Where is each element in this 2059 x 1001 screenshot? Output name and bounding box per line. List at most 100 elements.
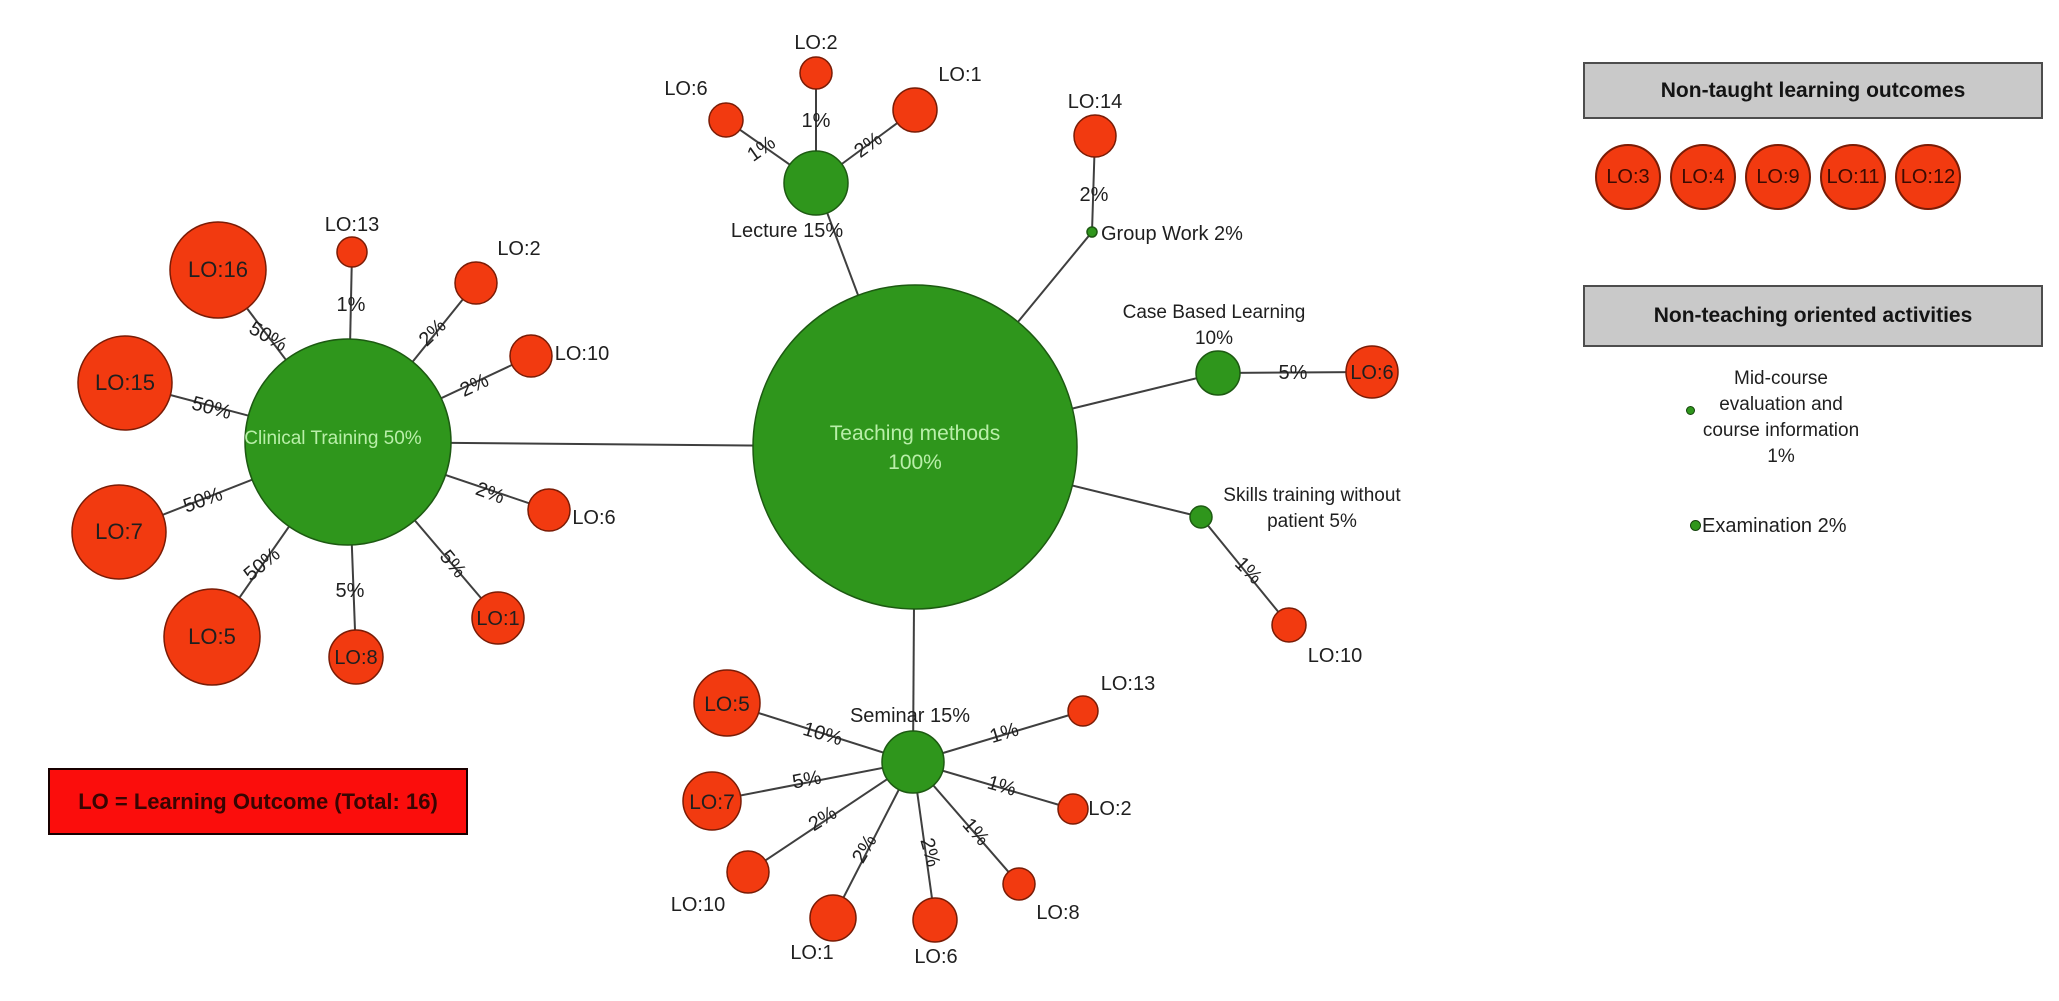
edge-percent-clinical-cl-lo10: 2% xyxy=(457,369,493,401)
outcome-node-sem-lo8 xyxy=(1002,867,1036,901)
edge-percent-clinical-cl-lo13: 1% xyxy=(337,294,366,316)
edge-percent-clinical-cl-lo8: 5% xyxy=(336,580,365,602)
edge-percent-clinical-cl-lo15: 50% xyxy=(189,392,234,424)
node-label-sem-lo7: LO:7 xyxy=(689,791,735,814)
edge-percent-seminar-sem-lo5: 10% xyxy=(800,718,845,750)
non-taught-lo-label: LO:3 xyxy=(1606,165,1650,188)
examination-item: Examination 2% xyxy=(1702,515,1847,537)
non-taught-lo-label: LO:4 xyxy=(1681,165,1725,188)
edge-percent-lecture-lec-lo1: 2% xyxy=(850,128,886,163)
non-taught-lo-circle: LO:12 xyxy=(1895,144,1961,210)
node-label-cl-lo2: LO:2 xyxy=(497,238,540,260)
method-node-clinical xyxy=(244,338,452,546)
edge-seminar-sem-lo7 xyxy=(711,761,914,802)
method-node-teaching xyxy=(752,284,1078,610)
non-taught-lo-label: LO:9 xyxy=(1756,165,1800,188)
method-node-cbl xyxy=(1195,350,1241,396)
edge-skills-sk-lo10 xyxy=(1200,516,1290,626)
node-label-groupwork: Group Work 2% xyxy=(1101,223,1243,245)
outcome-node-sem-lo2 xyxy=(1057,793,1089,825)
examination-dot-marker xyxy=(1690,520,1701,531)
outcome-node-cl-lo7 xyxy=(71,484,167,580)
node-label-cbl-lo6: LO:6 xyxy=(1350,362,1393,384)
outcome-node-sem-lo6 xyxy=(912,897,958,943)
outcome-node-lec-lo2 xyxy=(799,56,833,90)
node-label-lec-lo1: LO:1 xyxy=(938,64,981,86)
mid-course-line: course information xyxy=(1702,420,1860,441)
non-taught-outcomes-header: Non-taught learning outcomes xyxy=(1583,62,2043,119)
non-taught-lo-circle: LO:9 xyxy=(1745,144,1811,210)
outcome-node-cbl-lo6 xyxy=(1345,345,1399,399)
node-label-cl-lo8: LO:8 xyxy=(334,647,377,669)
edge-percent-seminar-sem-lo13: 1% xyxy=(987,718,1021,748)
node-label-sem-lo10: LO:10 xyxy=(671,894,725,916)
outcome-node-sem-lo10 xyxy=(726,850,770,894)
node-label-sem-lo8: LO:8 xyxy=(1036,902,1079,924)
method-node-lecture xyxy=(783,150,849,216)
node-label-sk-lo10: LO:10 xyxy=(1308,645,1362,667)
outcome-node-cl-lo16 xyxy=(169,221,267,319)
node-label-sem-lo2: LO:2 xyxy=(1088,798,1131,820)
outcome-node-cl-lo8 xyxy=(328,629,384,685)
node-label-cl-lo5: LO:5 xyxy=(188,624,236,649)
outcome-node-sem-lo1 xyxy=(809,894,857,942)
node-label-sem-lo13: LO:13 xyxy=(1101,673,1155,695)
outcome-node-sem-lo7 xyxy=(682,771,742,831)
outcome-node-cl-lo15 xyxy=(77,335,173,431)
non-taught-lo-circle: LO:4 xyxy=(1670,144,1736,210)
outcome-node-cl-lo10 xyxy=(509,334,553,378)
node-label-cl-lo15: LO:15 xyxy=(95,370,155,395)
edge-seminar-sem-lo10 xyxy=(747,761,914,873)
outcome-node-cl-lo2 xyxy=(454,261,498,305)
node-label-lec-lo6: LO:6 xyxy=(664,78,707,100)
node-label-cl-lo7: LO:7 xyxy=(95,519,143,544)
outcome-node-gw-lo14 xyxy=(1073,114,1117,158)
node-label-cl-lo13: LO:13 xyxy=(325,214,379,236)
node-label-lecture: Lecture 15% xyxy=(731,220,844,242)
lo-footnote-box: LO = Learning Outcome (Total: 16) xyxy=(48,768,468,835)
method-node-seminar xyxy=(881,730,945,794)
node-label-cl-lo16: LO:16 xyxy=(188,257,248,282)
node-label-sem-lo1: LO:1 xyxy=(790,942,833,964)
outcome-node-cl-lo13 xyxy=(336,236,368,268)
method-node-groupwork xyxy=(1086,226,1098,238)
edge-percent-clinical-cl-lo6: 2% xyxy=(473,478,508,509)
node-label-cl-lo10: LO:10 xyxy=(555,343,609,365)
outcome-node-sk-lo10 xyxy=(1271,607,1307,643)
outcome-node-cl-lo6 xyxy=(527,488,571,532)
edge-percent-cbl-cbl-lo6: 5% xyxy=(1279,362,1308,384)
outcome-node-lec-lo6 xyxy=(708,102,744,138)
edge-percent-seminar-sem-lo1: 2% xyxy=(848,831,882,867)
outcome-node-cl-lo5 xyxy=(163,588,261,686)
node-label-cl-lo1: LO:1 xyxy=(476,608,519,630)
outcome-node-lec-lo1 xyxy=(892,87,938,133)
node-label-seminar: Seminar 15% xyxy=(850,705,970,727)
node-label-gw-lo14: LO:14 xyxy=(1068,91,1122,113)
non-teaching-activities-header: Non-teaching oriented activities xyxy=(1583,285,2043,347)
non-taught-outcomes-row: LO:3 LO:4 LO:9 LO:11 LO:12 xyxy=(1595,144,1961,210)
outcome-node-sem-lo5 xyxy=(693,669,761,737)
edge-percent-seminar-sem-lo2: 1% xyxy=(985,772,1019,801)
node-label-teaching: 100% xyxy=(888,451,942,474)
edge-percent-lecture-lec-lo2: 1% xyxy=(802,110,831,132)
node-label-lec-lo2: LO:2 xyxy=(794,32,837,54)
mid-course-evaluation-item: Mid-course evaluation and course informa… xyxy=(1676,366,1886,470)
node-label-clinical: Clinical Training 50% xyxy=(244,428,422,449)
mid-course-line: 1% xyxy=(1767,446,1795,467)
node-label-skills: patient 5% xyxy=(1267,511,1357,532)
method-node-skills xyxy=(1189,505,1213,529)
node-label-cl-lo6: LO:6 xyxy=(572,507,615,529)
non-taught-lo-label: LO:11 xyxy=(1826,165,1880,188)
edge-percent-seminar-sem-lo6: 2% xyxy=(915,836,944,870)
non-taught-lo-circle: LO:11 xyxy=(1820,144,1886,210)
mid-course-line: Mid-course xyxy=(1734,368,1828,389)
node-label-cbl: 10% xyxy=(1195,328,1233,349)
node-label-teaching: Teaching methods xyxy=(830,422,1000,445)
mid-course-line: evaluation and xyxy=(1719,394,1843,415)
node-label-cbl: Case Based Learning xyxy=(1123,302,1306,323)
outcome-node-sem-lo13 xyxy=(1067,695,1099,727)
non-taught-lo-label: LO:12 xyxy=(1900,165,1956,188)
mid-course-dot-marker xyxy=(1686,406,1695,415)
